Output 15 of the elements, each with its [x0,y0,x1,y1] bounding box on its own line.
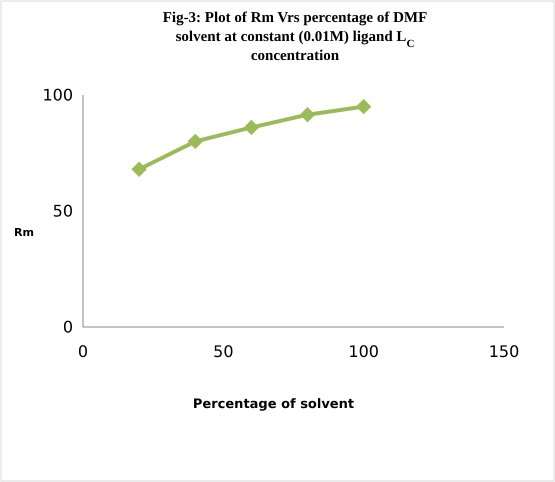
y-tick-label: 100 [42,86,73,105]
x-axis-title: Percentage of solvent [192,397,354,412]
x-tick-label: 50 [213,342,234,361]
y-axis-title: Rm [14,226,34,239]
point [132,162,147,177]
y-tick-label: 0 [62,318,73,337]
point [356,99,372,114]
point [300,107,316,122]
x-tick-label: 150 [488,342,520,361]
point [244,120,259,135]
chart-title: Fig-3: Plot of Rm Vrs percentage of DMF solvent at constant (0.01M) ligand L$_{C}$ concentration [162,10,428,64]
x-tick-label: 0 [78,342,88,361]
point [188,134,203,149]
x-tick-label: 100 [348,342,379,361]
y-tick-label: 50 [52,202,73,221]
